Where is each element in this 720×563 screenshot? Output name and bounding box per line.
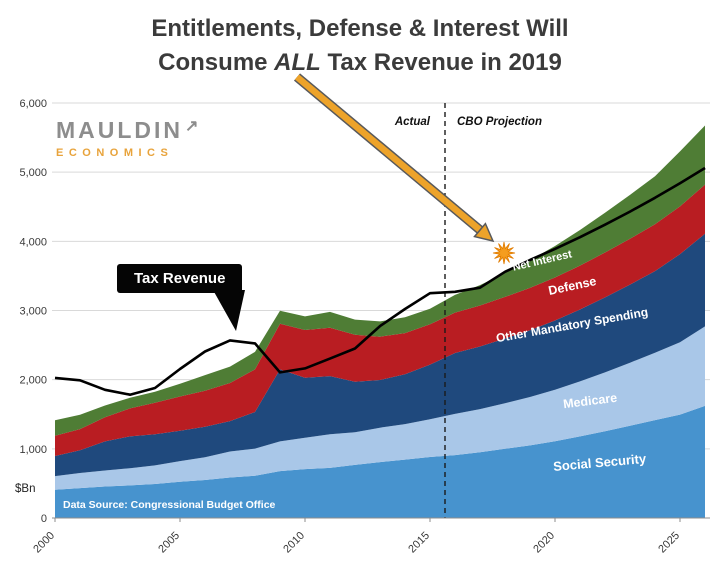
y-tick-label: 3,000	[19, 306, 47, 318]
title-arrow-shaft	[294, 74, 483, 233]
tax-revenue-callout: Tax Revenue	[117, 264, 243, 293]
logo-up-arrow-icon: ↗	[185, 118, 202, 135]
y-tick-label: 6,000	[19, 98, 47, 110]
logo-wordmark: MAULDIN ↗	[56, 116, 201, 144]
chart-title-line1: Entitlements, Defense & Interest Will	[151, 15, 569, 42]
y-axis-unit-label: $Bn	[15, 483, 36, 495]
callout-pointer	[213, 290, 245, 331]
mauldin-logo: MAULDIN ↗ ECONOMICS	[56, 116, 201, 159]
actual-label: Actual	[394, 116, 430, 128]
chart-title: Entitlements, Defense & Interest Will Co…	[0, 12, 720, 80]
area-medicare	[55, 326, 705, 490]
title-line2-post: Tax Revenue in 2019	[320, 49, 562, 76]
data-source-note: Data Source: Congressional Budget Office	[63, 499, 276, 511]
y-tick-label: 2,000	[19, 375, 47, 387]
cbo-projection-label: CBO Projection	[457, 116, 542, 128]
chart-title-line2: Consume ALL Tax Revenue in 2019	[0, 46, 720, 80]
title-line2-pre: Consume	[158, 49, 275, 76]
title-line2-italic: ALL	[274, 49, 321, 76]
y-tick-label: 1,000	[19, 444, 47, 456]
area-other-mandatory-spending	[55, 233, 705, 477]
y-tick-label: 0	[41, 513, 47, 525]
y-tick-label: 4,000	[19, 236, 47, 248]
sun-burst-icon	[492, 241, 516, 265]
y-tick-label: 5,000	[19, 167, 47, 179]
area-defense	[55, 184, 705, 456]
title-arrowhead	[473, 222, 495, 243]
tax-revenue-line	[54, 166, 706, 397]
logo-subtitle: ECONOMICS	[56, 147, 174, 159]
logo-name: MAULDIN	[56, 117, 184, 143]
area-net-interest	[55, 125, 705, 436]
area-social-security	[55, 405, 705, 518]
